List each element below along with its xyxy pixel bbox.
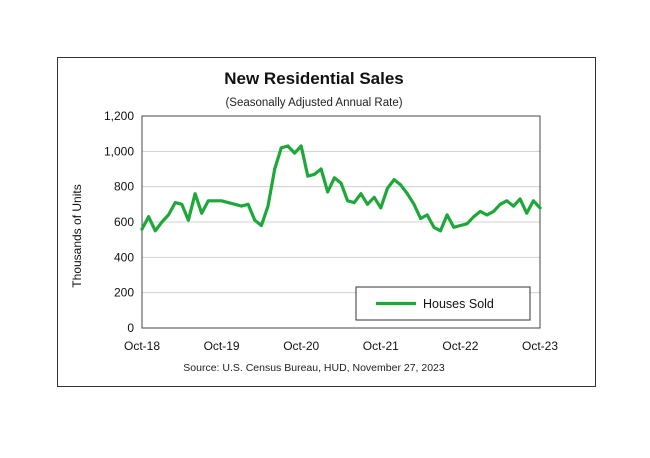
data-point (220, 199, 224, 203)
data-point (346, 199, 350, 203)
line-chart: New Residential Sales (Seasonally Adjust… (70, 69, 558, 374)
chart-frame: New Residential Sales (Seasonally Adjust… (57, 57, 596, 387)
data-point (213, 199, 217, 203)
data-point (206, 199, 210, 203)
x-tick-label: Oct-18 (124, 339, 160, 353)
y-tick-label: 1,000 (104, 144, 134, 158)
data-point (392, 178, 396, 181)
data-point (439, 229, 442, 233)
data-point (253, 218, 257, 222)
data-point (538, 206, 542, 210)
series-points (140, 144, 542, 233)
data-point (419, 217, 422, 220)
data-point (260, 224, 263, 227)
x-tick-label: Oct-21 (363, 339, 399, 353)
data-point (512, 204, 515, 208)
y-tick-label: 200 (114, 286, 134, 300)
data-point (306, 174, 310, 178)
data-point (326, 190, 330, 194)
chart-subtitle: (Seasonally Adjusted Annual Rate) (225, 97, 402, 109)
data-point (140, 227, 144, 231)
x-tick-label: Oct-20 (283, 339, 319, 353)
data-point (167, 213, 170, 217)
data-point (525, 211, 529, 215)
data-point (465, 222, 469, 226)
data-point (153, 229, 157, 233)
y-tick-label: 600 (114, 215, 134, 229)
chart-title: New Residential Sales (224, 69, 404, 88)
data-point (240, 204, 243, 208)
data-point (518, 197, 522, 201)
data-point (505, 199, 509, 203)
x-tick-label: Oct-22 (442, 339, 478, 353)
source-note: Source: U.S. Census Bureau, HUD, Novembe… (183, 362, 445, 374)
legend-label-houses-sold: Houses Sold (423, 297, 494, 311)
data-point (279, 146, 283, 150)
data-point (226, 201, 230, 204)
data-point (412, 202, 416, 206)
data-point (339, 181, 343, 185)
data-point (313, 172, 316, 176)
data-point (366, 202, 369, 206)
data-point (233, 202, 237, 206)
data-point (432, 225, 436, 229)
data-point (379, 206, 383, 210)
data-point (246, 202, 250, 206)
data-point (531, 199, 535, 203)
data-point (478, 210, 482, 213)
data-point (200, 211, 204, 215)
data-point (286, 144, 290, 148)
data-point (273, 167, 277, 171)
data-point (187, 218, 190, 222)
x-tick-labels: Oct-18 Oct-19 Oct-20 Oct-21 Oct-22 Oct-23 (124, 339, 558, 353)
data-point (445, 213, 449, 217)
data-point (498, 202, 502, 206)
y-tick-label: 1,200 (104, 109, 134, 123)
y-tick-label: 400 (114, 250, 134, 264)
plot-area-border (141, 115, 541, 329)
y-axis-title: Thousands of Units (70, 184, 84, 287)
data-point (319, 167, 323, 171)
data-point (299, 144, 303, 148)
data-point (180, 202, 184, 206)
data-point (425, 213, 429, 217)
data-point (452, 225, 456, 229)
data-point (492, 210, 495, 213)
data-point (160, 220, 164, 224)
data-point (472, 215, 476, 219)
series-line-houses-sold (140, 144, 542, 233)
data-point (266, 204, 270, 208)
data-point (193, 192, 197, 196)
data-point (352, 201, 356, 204)
data-point (405, 192, 409, 196)
x-tick-label: Oct-23 (522, 339, 558, 353)
data-point (332, 176, 336, 180)
data-point (399, 183, 403, 187)
data-point (147, 215, 151, 219)
data-point (359, 192, 363, 196)
y-tick-label: 800 (114, 180, 134, 194)
data-point (173, 201, 177, 204)
data-point (485, 213, 489, 217)
gridlines (142, 150, 540, 294)
data-point (372, 195, 376, 199)
x-tick-label: Oct-19 (204, 339, 240, 353)
data-point (386, 187, 389, 190)
data-point (293, 151, 296, 155)
legend: Houses Sold (355, 286, 531, 321)
y-tick-labels: 0 200 400 600 800 1,000 1,200 (104, 109, 134, 335)
y-tick-label: 0 (127, 321, 134, 335)
data-point (459, 224, 462, 227)
